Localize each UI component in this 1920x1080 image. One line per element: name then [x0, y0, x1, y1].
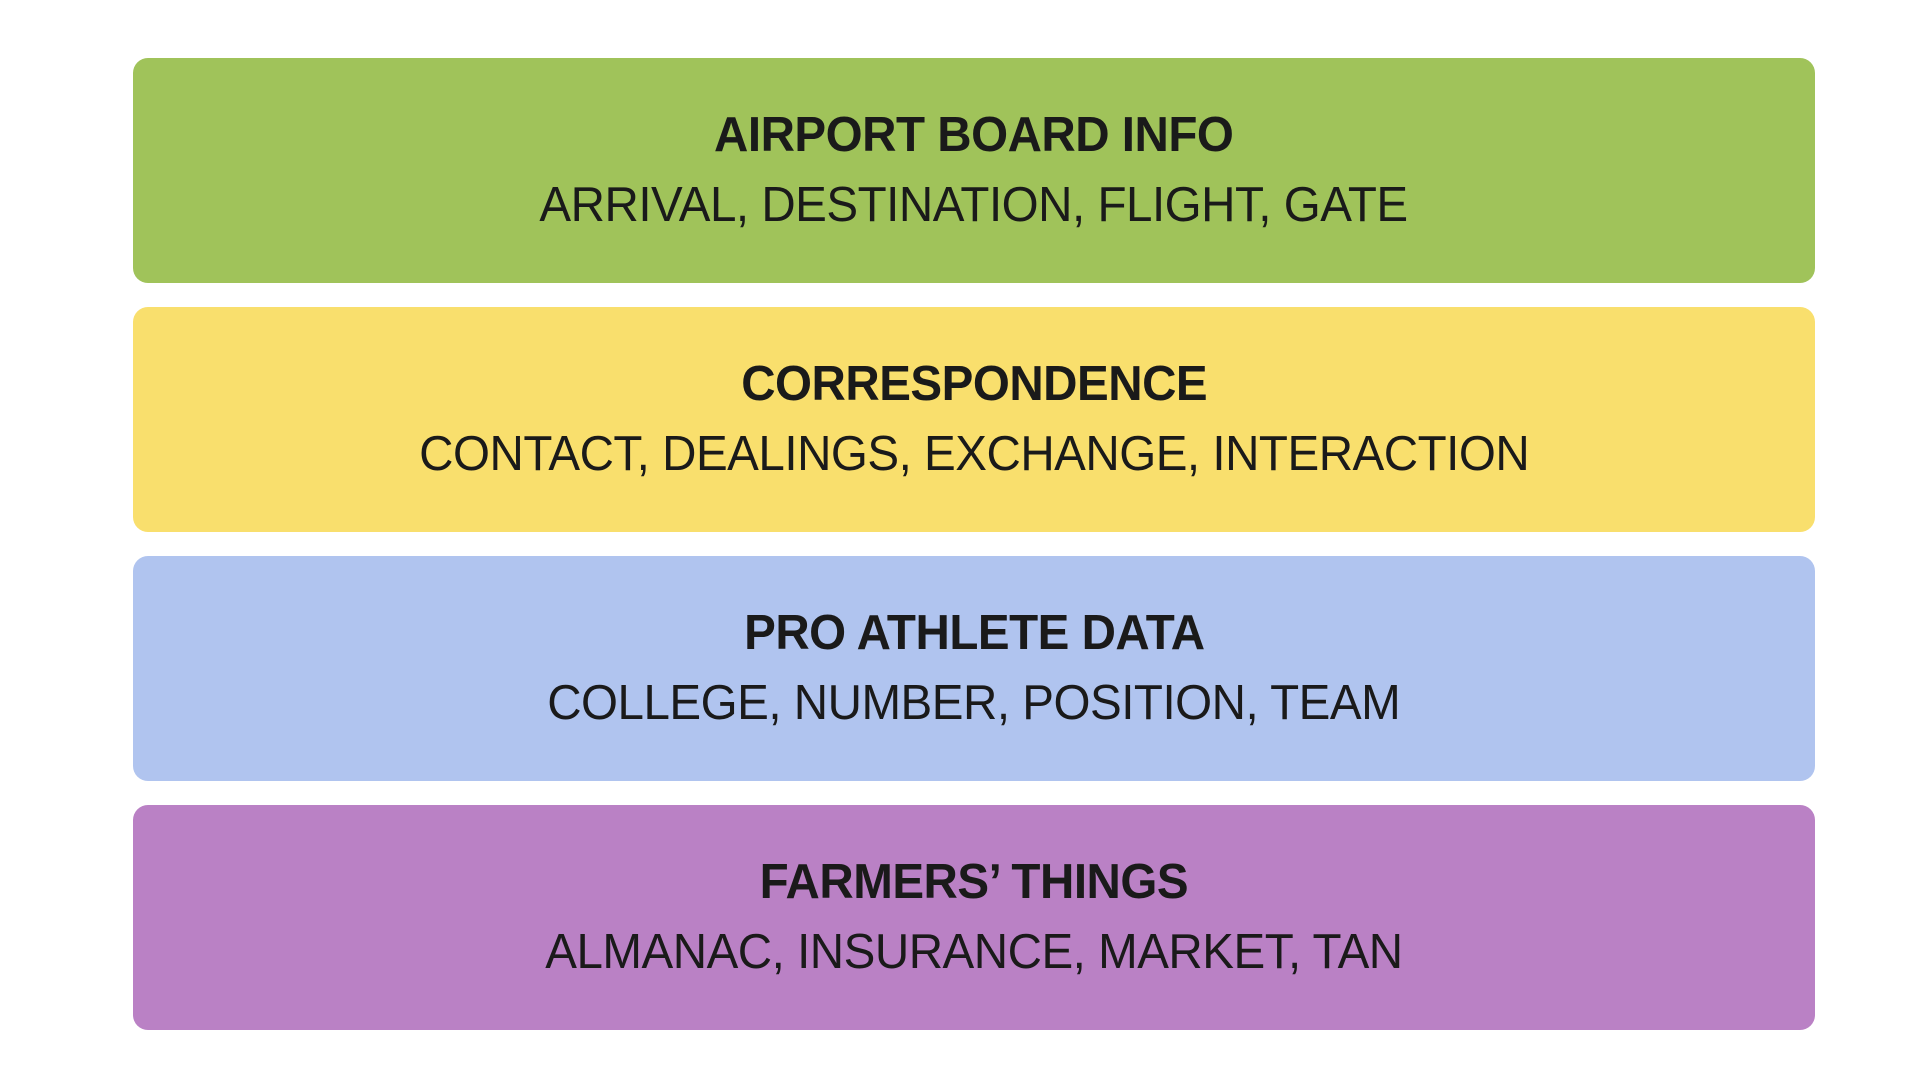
category-title: CORRESPONDENCE — [741, 357, 1207, 411]
connections-solved-board: AIRPORT BOARD INFO ARRIVAL, DESTINATION,… — [133, 58, 1815, 1030]
category-card: FARMERS’ THINGS ALMANAC, INSURANCE, MARK… — [133, 805, 1815, 1030]
category-card: CORRESPONDENCE CONTACT, DEALINGS, EXCHAN… — [133, 307, 1815, 532]
category-words: COLLEGE, NUMBER, POSITION, TEAM — [547, 676, 1401, 730]
category-words: CONTACT, DEALINGS, EXCHANGE, INTERACTION — [418, 427, 1530, 481]
category-words: ARRIVAL, DESTINATION, FLIGHT, GATE — [539, 178, 1409, 232]
category-card: PRO ATHLETE DATA COLLEGE, NUMBER, POSITI… — [133, 556, 1815, 781]
category-card: AIRPORT BOARD INFO ARRIVAL, DESTINATION,… — [133, 58, 1815, 283]
category-words: ALMANAC, INSURANCE, MARKET, TAN — [545, 925, 1403, 979]
category-title: AIRPORT BOARD INFO — [714, 108, 1234, 162]
category-title: FARMERS’ THINGS — [759, 855, 1189, 909]
category-title: PRO ATHLETE DATA — [743, 606, 1205, 660]
